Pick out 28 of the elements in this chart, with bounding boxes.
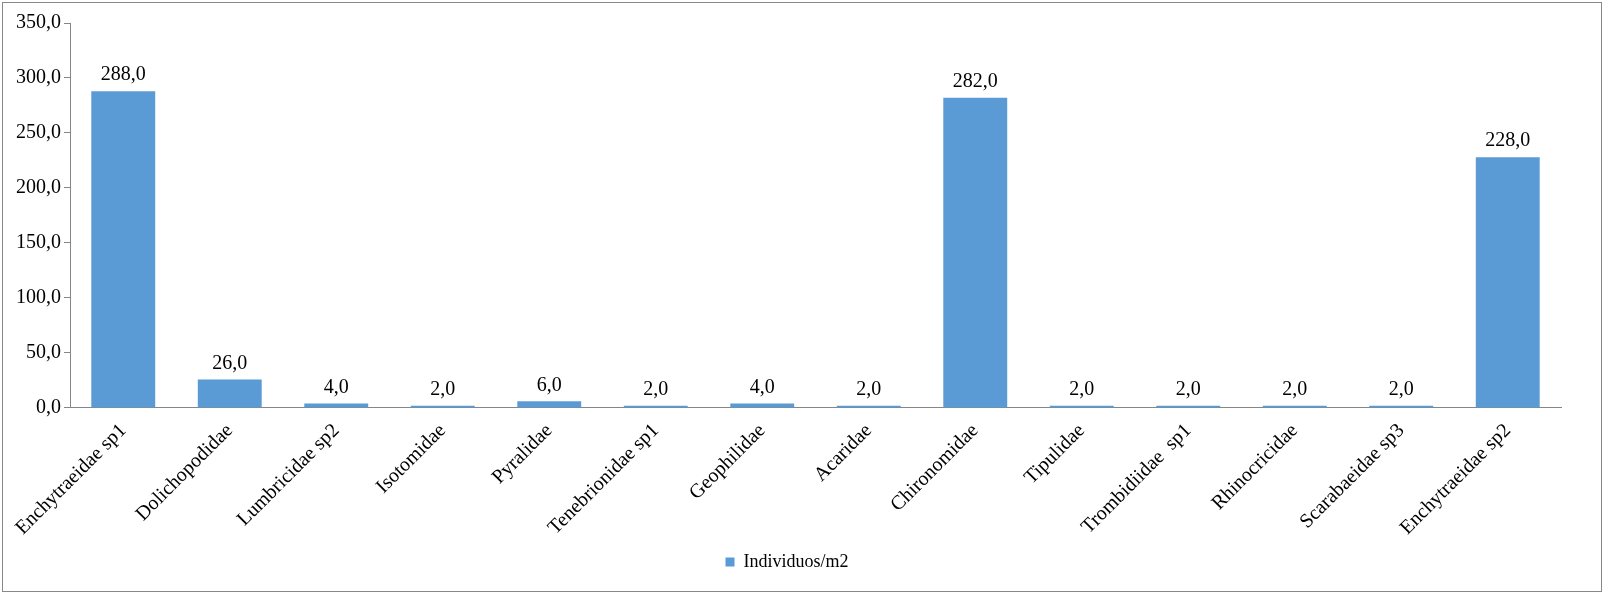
data-label: 4,0	[323, 374, 349, 397]
data-label: 2,0	[1069, 377, 1095, 400]
data-label: 26,0	[212, 350, 248, 373]
data-label: 2,0	[1175, 377, 1201, 400]
bar	[91, 91, 156, 408]
legend-label: Individuos/m2	[743, 550, 849, 571]
bar	[517, 401, 582, 408]
bar	[943, 97, 1008, 408]
y-tick-label: 0,0	[36, 395, 61, 418]
y-tick-label: 200,0	[16, 175, 61, 198]
data-label: 2,0	[1282, 377, 1308, 400]
y-tick-label: 300,0	[16, 65, 61, 88]
y-tick-label: 350,0	[16, 10, 61, 33]
bar	[197, 379, 262, 408]
data-label: 228,0	[1485, 128, 1531, 151]
y-tick-label: 100,0	[16, 285, 61, 308]
bar	[1475, 157, 1540, 408]
data-label: 282,0	[952, 69, 998, 92]
y-tick-label: 150,0	[16, 230, 61, 253]
data-label: 2,0	[1388, 377, 1414, 400]
data-label: 4,0	[749, 374, 775, 397]
y-tick-label: 250,0	[16, 120, 61, 143]
data-label: 2,0	[643, 377, 669, 400]
data-label: 2,0	[856, 377, 882, 400]
data-label: 288,0	[100, 62, 146, 85]
data-label: 2,0	[430, 377, 456, 400]
y-tick-label: 50,0	[26, 340, 61, 363]
data-label: 6,0	[536, 372, 562, 395]
